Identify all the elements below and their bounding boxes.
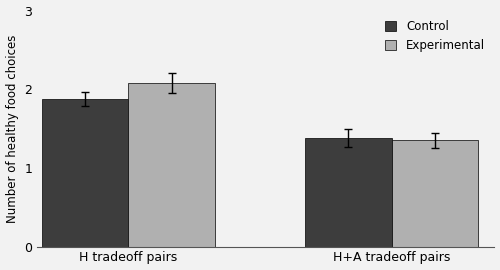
Y-axis label: Number of healthy food choices: Number of healthy food choices xyxy=(6,34,18,223)
Bar xyxy=(42,99,128,247)
Bar xyxy=(392,140,478,247)
Legend: Control, Experimental: Control, Experimental xyxy=(381,16,488,55)
Bar xyxy=(304,138,392,247)
Bar xyxy=(128,83,216,247)
